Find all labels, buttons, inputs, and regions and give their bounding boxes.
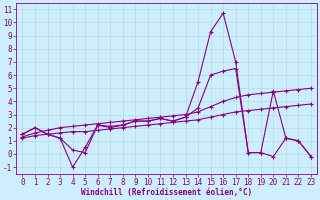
X-axis label: Windchill (Refroidissement éolien,°C): Windchill (Refroidissement éolien,°C) [81,188,252,197]
